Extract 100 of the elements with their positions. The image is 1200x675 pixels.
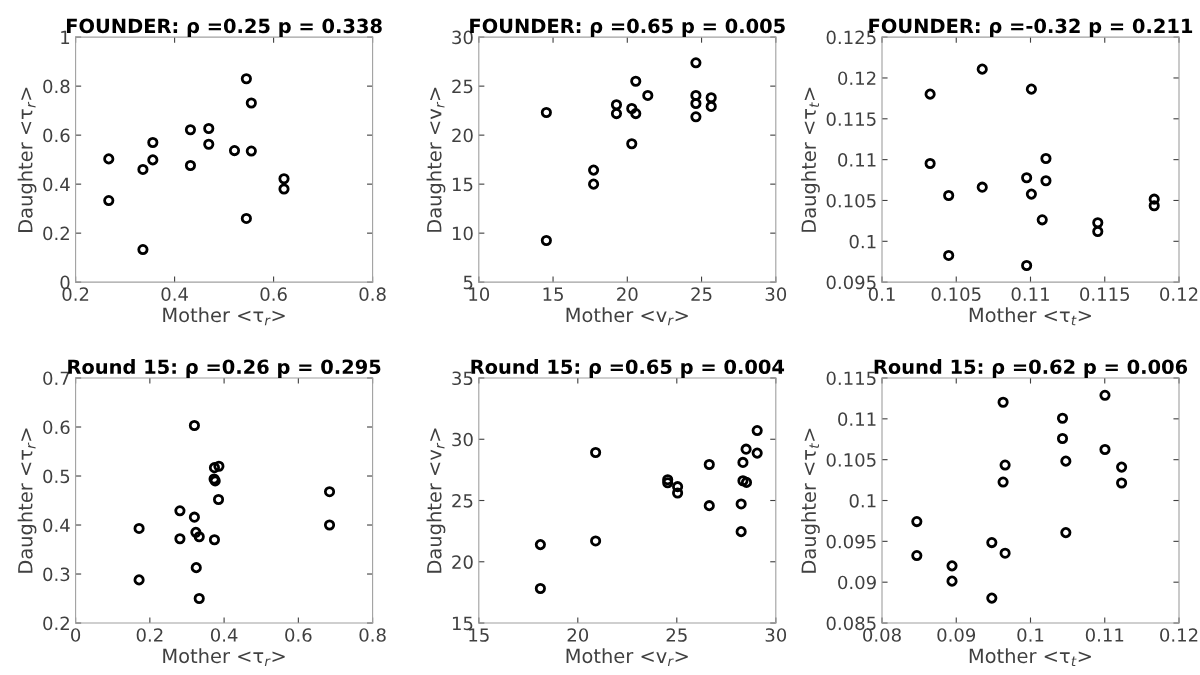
x-axis-title: Mother <τ$_{r}$> (163, 307, 285, 326)
point (672, 487, 684, 499)
x-tick-label: 20 (567, 628, 589, 642)
x-tick-label: 20 (617, 287, 638, 301)
x-tick-label: 0.12 (1160, 628, 1198, 642)
x-tick-label: 0.09 (937, 628, 976, 642)
x-axis-title: Mother <τ$_{r}$> (163, 648, 285, 667)
point (1025, 188, 1037, 200)
y-tick-label: 0.6 (43, 420, 70, 435)
point (137, 244, 149, 256)
y-tick-label: 0.11 (838, 153, 876, 167)
point (184, 124, 196, 136)
point (690, 89, 702, 101)
point (997, 476, 1009, 488)
point (323, 486, 336, 498)
point (137, 163, 149, 175)
point (943, 249, 955, 261)
y-tick-label: 0.2 (43, 616, 69, 631)
y-tick-label: 0.7 (43, 371, 70, 386)
point (1116, 461, 1128, 473)
y-tick-label: 0.5 (43, 469, 70, 484)
x-tick-label: 25 (666, 628, 687, 642)
point (540, 234, 552, 247)
point (703, 458, 715, 471)
point (751, 447, 763, 459)
x-tick-label: 0.4 (161, 287, 188, 301)
point (133, 574, 145, 586)
x-tick-label: 0.6 (285, 628, 312, 642)
point (588, 164, 600, 176)
point (1060, 527, 1072, 539)
point (626, 102, 638, 115)
point (924, 88, 936, 100)
x-tick-label: 15 (543, 287, 563, 301)
x-tick-label: 30 (765, 628, 787, 642)
y-tick-label: 0 (60, 275, 70, 290)
point (1099, 443, 1111, 456)
x-axis-title: Mother <τ$_{t}$> (969, 648, 1091, 667)
x-tick-label: 30 (765, 287, 787, 301)
point (740, 443, 752, 455)
y-tick-label: 0.105 (826, 453, 876, 467)
y-tick-label: 10 (452, 226, 473, 241)
point (703, 500, 715, 512)
point (540, 106, 552, 119)
chart-title: Round 15: ρ =0.26 p = 0.295 (68, 359, 381, 378)
x-tick-label: 0.8 (359, 628, 386, 642)
point (1036, 214, 1048, 226)
x-tick-label: 0.11 (1085, 628, 1124, 642)
point (174, 505, 186, 517)
point (610, 99, 623, 111)
point (690, 97, 702, 110)
point (986, 592, 998, 604)
y-tick-label: 20 (452, 128, 473, 143)
y-tick-label: 0.12 (838, 71, 876, 86)
point (976, 63, 988, 75)
point (245, 97, 257, 109)
y-axis-title: Daughter <v$_{r}$> (426, 428, 446, 573)
point (1025, 83, 1037, 95)
point (630, 75, 642, 87)
y-axis-title: Daughter <τ$_{r}$> (17, 87, 37, 232)
point (193, 592, 205, 605)
point (240, 212, 252, 224)
point (626, 138, 638, 150)
point (133, 522, 145, 534)
point (534, 582, 546, 595)
point (188, 419, 200, 432)
point (1040, 175, 1052, 187)
point (999, 547, 1011, 559)
point (323, 519, 336, 531)
point (188, 511, 200, 523)
point (590, 446, 602, 459)
y-tick-label: 0.105 (826, 193, 876, 208)
x-axis-title: Mother <v$_{r}$> (566, 648, 688, 667)
point (212, 493, 225, 506)
point (630, 108, 642, 120)
point (735, 526, 747, 538)
point (1092, 217, 1104, 229)
point (751, 425, 763, 437)
point (103, 195, 115, 207)
point (740, 476, 753, 488)
point (103, 153, 115, 165)
y-tick-label: 0.095 (826, 534, 876, 549)
point (1148, 200, 1160, 212)
point (672, 481, 684, 493)
point (705, 92, 717, 104)
point (588, 178, 600, 190)
point (924, 157, 936, 170)
point (184, 159, 196, 172)
point (737, 475, 749, 487)
y-tick-label: 0.1 (849, 234, 876, 249)
y-tick-label: 0.2 (43, 226, 69, 241)
point (1021, 259, 1033, 272)
y-tick-label: 0.09 (838, 575, 876, 590)
x-tick-label: 0.1 (1017, 628, 1044, 642)
x-axis-title: Mother <v$_{r}$> (566, 307, 688, 326)
x-tick-label: 0.12 (1160, 287, 1198, 301)
point (705, 100, 717, 112)
y-tick-label: 25 (452, 493, 473, 508)
point (986, 537, 998, 549)
point (690, 57, 702, 69)
point (997, 396, 1009, 408)
